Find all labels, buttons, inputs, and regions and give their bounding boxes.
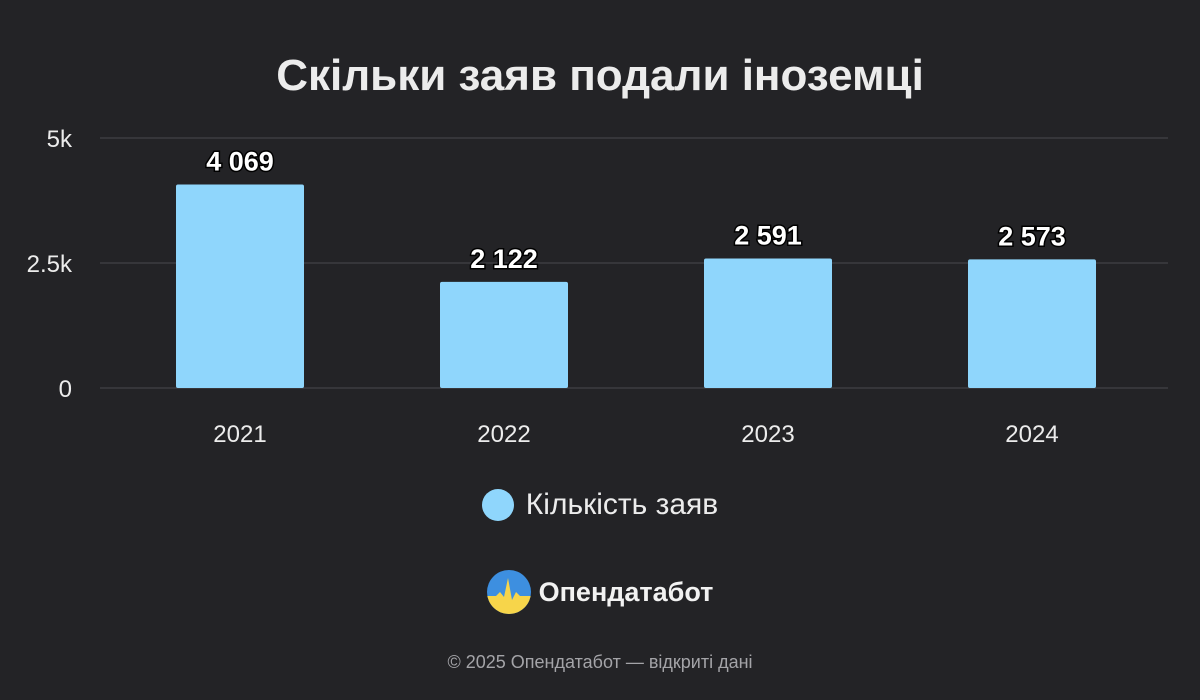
x-tick-label: 2024: [1005, 421, 1058, 448]
chart-title: Скільки заяв подали іноземці: [276, 51, 924, 100]
copyright-text: © 2025 Опендатабот — відкриті дані: [447, 652, 753, 672]
x-tick-label: 2023: [741, 421, 794, 448]
bar-value-label: 2 591: [734, 220, 802, 250]
chart-legend[interactable]: Кількість заяв: [0, 488, 1200, 522]
y-tick-label: 0: [59, 376, 72, 403]
x-tick-label: 2021: [213, 421, 266, 448]
legend-label: Кількість заяв: [525, 488, 719, 521]
brand: Опендатабот: [0, 570, 1200, 614]
legend-swatch: [481, 489, 514, 521]
y-tick-label: 2.5k: [27, 251, 73, 278]
bar: [176, 184, 304, 388]
bar-value-label: 4 069: [206, 147, 274, 177]
bar: [968, 259, 1096, 388]
brand-name: Опендатабот: [538, 576, 714, 607]
bar-value-label: 2 573: [998, 221, 1066, 251]
bar: [704, 258, 832, 388]
opendatabot-logo-icon: [486, 570, 531, 614]
bar-value-label: 2 122: [470, 244, 538, 274]
x-tick-label: 2022: [477, 421, 530, 448]
y-tick-label: 5k: [47, 126, 73, 153]
bar: [440, 281, 568, 388]
bar-chart: 0 2.5k 5k 4 069 2021 2 122 2022 2 591 2023 2 573 2…: [27, 126, 1168, 448]
